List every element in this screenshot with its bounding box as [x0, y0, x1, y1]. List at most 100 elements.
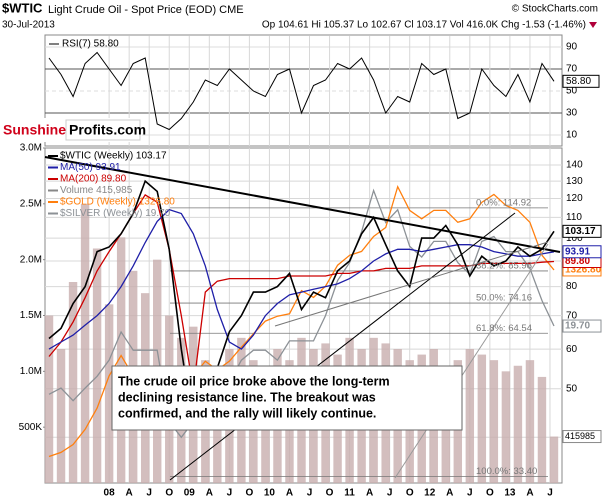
volume-bar	[537, 376, 547, 483]
x-tick-label: A	[286, 488, 293, 499]
volume-tick-label: 1.0M	[20, 366, 42, 377]
y-tick-label: 100	[566, 233, 583, 244]
volume-bar	[501, 371, 511, 483]
y-tick-label: 140	[566, 160, 583, 171]
x-tick-label: A	[446, 488, 453, 499]
source: © StockCharts.com	[512, 4, 598, 15]
volume-bar	[477, 354, 487, 483]
volume-bar	[489, 360, 499, 483]
y-tick-label: 30	[566, 108, 578, 119]
last-value-label: 93.91	[565, 246, 590, 257]
x-tick-label: J	[467, 488, 473, 499]
volume-bar	[465, 349, 475, 483]
last-value-label: 103.17	[565, 226, 596, 237]
date: 30-Jul-2013	[2, 20, 55, 31]
volume-bar	[68, 282, 78, 483]
volume-tick-label: 1.5M	[20, 310, 42, 321]
legend-entry: RSI(7) 58.80	[62, 39, 119, 50]
x-tick-label: J	[547, 488, 553, 499]
trend-lines	[44, 156, 561, 481]
y-tick-label: 80	[566, 281, 578, 292]
x-tick-label: J	[387, 488, 393, 499]
annotation-text: confirmed, and the rally will likely con…	[118, 406, 376, 420]
annotation-box	[111, 365, 463, 431]
y-tick-label: 50	[566, 86, 578, 97]
volume-tick-label: 500K	[19, 422, 43, 433]
x-tick-label: A	[366, 488, 373, 499]
price-line	[48, 179, 555, 430]
y-tick-label: 90	[566, 42, 578, 53]
x-tick-label: J	[146, 488, 152, 499]
volume-tick-label: 2.5M	[20, 198, 42, 209]
x-tick-label: 08	[104, 488, 116, 499]
resistance-line	[44, 156, 561, 253]
last-value-box	[562, 224, 602, 238]
chart-title: Light Crude Oil - Spot Price (EOD) CME	[48, 4, 244, 16]
last-value-box	[562, 319, 602, 333]
x-tick-label: A	[126, 488, 133, 499]
last-value-label: 19.70	[565, 321, 590, 332]
x-tick-label: 10	[264, 488, 276, 499]
legend-entry: MA(200) 89.80	[60, 174, 127, 185]
volume-bar	[56, 349, 66, 483]
y-tick-label: 10	[566, 130, 578, 141]
last-value-box	[562, 245, 602, 259]
y-tick-label: 60	[566, 344, 578, 355]
support-line	[274, 241, 549, 327]
down-arrow	[589, 22, 597, 28]
volume-bar	[80, 203, 90, 484]
x-tick-label: 11	[344, 488, 355, 499]
x-tick-label: 12	[424, 488, 436, 499]
y-tick-label: 120	[566, 193, 583, 204]
fib-label: 38.2%: 85.98	[476, 260, 532, 271]
annotation-text: The crude oil price broke above the long…	[118, 374, 390, 388]
x-tick-label: 09	[184, 488, 196, 499]
volume-bar	[104, 304, 114, 483]
x-tick-label: J	[307, 488, 313, 499]
last-value-box	[562, 430, 602, 444]
volume-bar	[44, 315, 54, 483]
volume-bar	[513, 365, 523, 483]
last-value-label: 415985	[565, 431, 595, 441]
fib-label: 61.8%: 64.54	[476, 323, 532, 334]
y-tick-label: 130	[566, 176, 583, 187]
fib-label: 100.0%: 33.40	[476, 466, 537, 477]
last-value-box	[562, 74, 600, 88]
x-tick-label: A	[526, 488, 533, 499]
x-tick-label: O	[246, 488, 254, 499]
volume-tick-label: 2.0M	[20, 254, 42, 265]
y-tick-label: 50	[566, 383, 578, 394]
volume-tick-label: 3.0M	[20, 143, 42, 154]
fib-label: 50.0%: 74.16	[476, 293, 532, 304]
x-tick-label: O	[406, 488, 414, 499]
logo-sunshine: Sunshine	[3, 122, 66, 138]
volume-bar	[116, 237, 126, 483]
support-line	[394, 243, 549, 479]
x-tick-label: O	[165, 488, 173, 499]
x-tick-label: O	[326, 488, 334, 499]
support-line	[169, 212, 516, 481]
legend-entry: $WTIC (Weekly) 103.17	[60, 151, 167, 162]
volume-bar	[525, 360, 535, 483]
annotation: The crude oil price broke above the long…	[118, 374, 390, 420]
x-tick-label: J	[227, 488, 233, 499]
rsi-line	[48, 51, 555, 131]
fib-label: 0.0%: 114.92	[476, 197, 531, 208]
legend-entry: Volume 415,985	[60, 185, 133, 196]
logo-profits: Profits.com	[69, 122, 146, 138]
last-value-label: 58.80	[566, 76, 591, 87]
legend-entry: MA(50) 93.91	[60, 162, 121, 173]
y-tick-label: 70	[566, 64, 578, 75]
last-value-label: 1326.80	[565, 265, 602, 276]
last-value-label: 89.80	[565, 256, 590, 267]
x-tick-label: O	[486, 488, 494, 499]
legend-entry: $SILVER (Weekly) 19.70	[60, 208, 171, 219]
y-tick-label: 70	[566, 310, 578, 321]
symbol: $WTIC	[2, 0, 43, 15]
logo-inner	[65, 119, 141, 141]
price-line	[48, 208, 555, 350]
volume-bar	[549, 436, 559, 483]
y-tick-label: 110	[566, 212, 582, 223]
legend-entry: $GOLD (Weekly) 1326.80	[60, 197, 175, 208]
